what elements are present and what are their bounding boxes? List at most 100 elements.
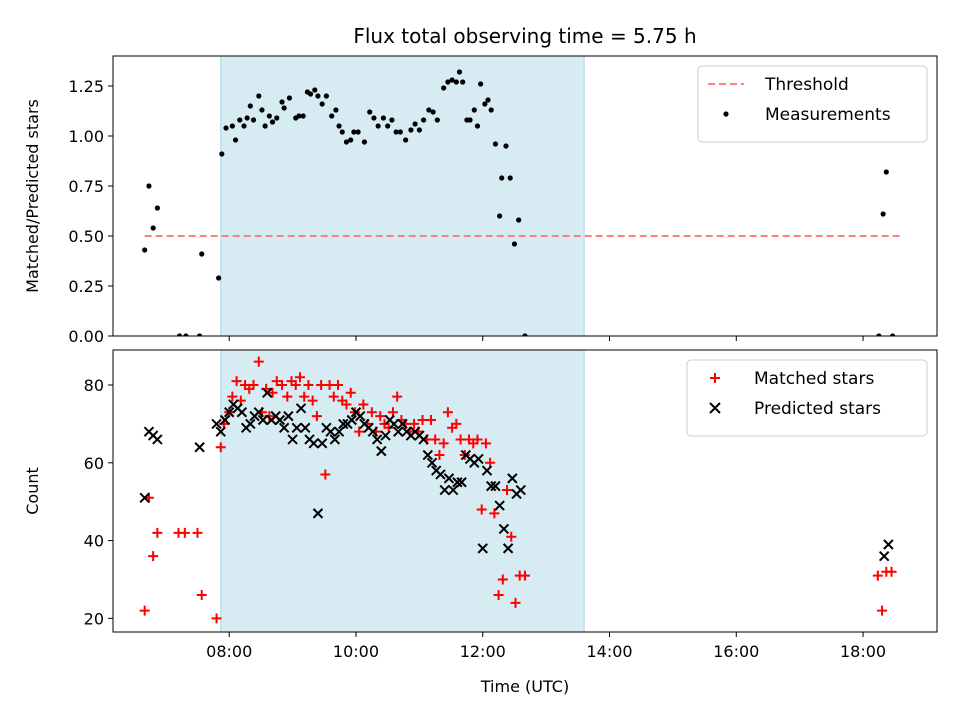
legend: Matched stars Predicted stars [686,359,928,437]
measurement-point [467,117,473,123]
matched-star-point [179,527,190,538]
matched-star-point [480,438,491,449]
measurement-point [223,125,229,131]
predicted-star-point [883,539,894,550]
predicted-star-point [253,407,264,418]
predicted-star-point [236,407,248,418]
legend-matched-swatch [710,373,720,383]
matched-star-point [409,418,420,429]
matched-star-point [231,376,242,387]
measurement-point [499,175,505,181]
measurement-point [507,175,513,181]
predicted-star-point [371,434,383,445]
predicted-star-point [435,469,446,480]
measurement-point [300,113,306,119]
measurement-point [412,121,418,127]
measurement-point [312,87,318,93]
measurement-point [343,139,350,145]
measurement-point [336,123,342,129]
measurement-point [416,127,422,133]
measurement-point [371,115,377,121]
predicted-star-point [481,465,493,476]
matched-star-point [417,415,428,426]
matched-star-point [425,415,436,426]
measurement-point [367,109,373,115]
predicted-star-point [278,422,290,434]
measurement-point [259,107,265,113]
measurement-point [453,79,459,85]
measurement-point [403,137,409,143]
predicted-star-point [338,418,349,430]
matched-star-point [502,485,513,496]
legend-label: Predicted stars [754,399,881,419]
matched-star-point [476,504,487,515]
measurement-point [333,107,339,113]
predicted-star-point [443,473,455,484]
matched-star-point [506,531,517,542]
legend-measurement-swatch [723,111,729,117]
measurement-point [355,129,361,135]
predicted-star-point [215,426,226,437]
matched-star-point [320,469,331,480]
measurement-point [478,81,484,87]
matched-star-point [290,380,301,391]
matched-star-point [303,380,314,391]
measurement-point [380,115,387,121]
measurement-point [176,333,183,336]
predicted-star-point [223,407,235,418]
predicted-star-point [333,426,345,437]
plot-area [142,69,901,336]
predicted-star-point [325,426,336,437]
y-tick-label: 0.75 [68,177,104,196]
y-tick-label: 60 [84,454,104,473]
legend-box [697,65,928,143]
predicted-star-point [418,434,429,445]
measurement-point [219,151,225,157]
matched-star-point [520,570,530,581]
x-tick-label: 12:00 [460,642,506,661]
measurement-point [408,127,414,133]
measurement-point [142,247,148,253]
observing-window-shade [220,349,585,633]
matched-star-point [366,407,377,418]
predicted-star-point [219,414,231,426]
measurement-point [307,91,314,97]
x-axis-label: Time (UTC) [480,677,569,696]
measurement-point [456,69,463,75]
measurement-point [471,107,477,113]
measurement-point [397,129,403,135]
predicted-star-point [316,438,328,449]
matched-star-point [510,597,521,608]
y-tick-label: 1.00 [68,127,104,146]
predicted-star-point [245,418,256,430]
measurement-point [244,115,250,121]
matched-star-point [282,391,293,402]
matched-star-point [328,391,339,402]
measurement-point [146,183,152,189]
y-tick-label: 0.00 [68,327,104,346]
measurement-point [296,113,302,119]
measurement-point [445,79,451,85]
matched-star-point [253,356,264,367]
axes-frame [112,55,938,337]
plot-area [139,356,897,624]
measurement-point [262,123,268,129]
matched-star-point [277,380,288,391]
predicted-star-point [477,543,488,554]
measurement-point [492,141,499,147]
measurement-point [348,137,354,143]
predicted-star-point [380,430,391,441]
matched-star-point [341,399,352,410]
measurement-point [229,123,235,129]
predicted-star-point [878,550,890,562]
matched-star-point [430,434,441,445]
measurement-point [876,333,882,336]
predicted-star-point [211,418,222,430]
measurement-point [286,95,293,101]
matched-star-point [886,566,897,577]
predicted-star-point [354,410,366,422]
matched-star-point [248,380,259,391]
predicted-star-point [291,422,303,434]
measurement-point [389,117,395,123]
